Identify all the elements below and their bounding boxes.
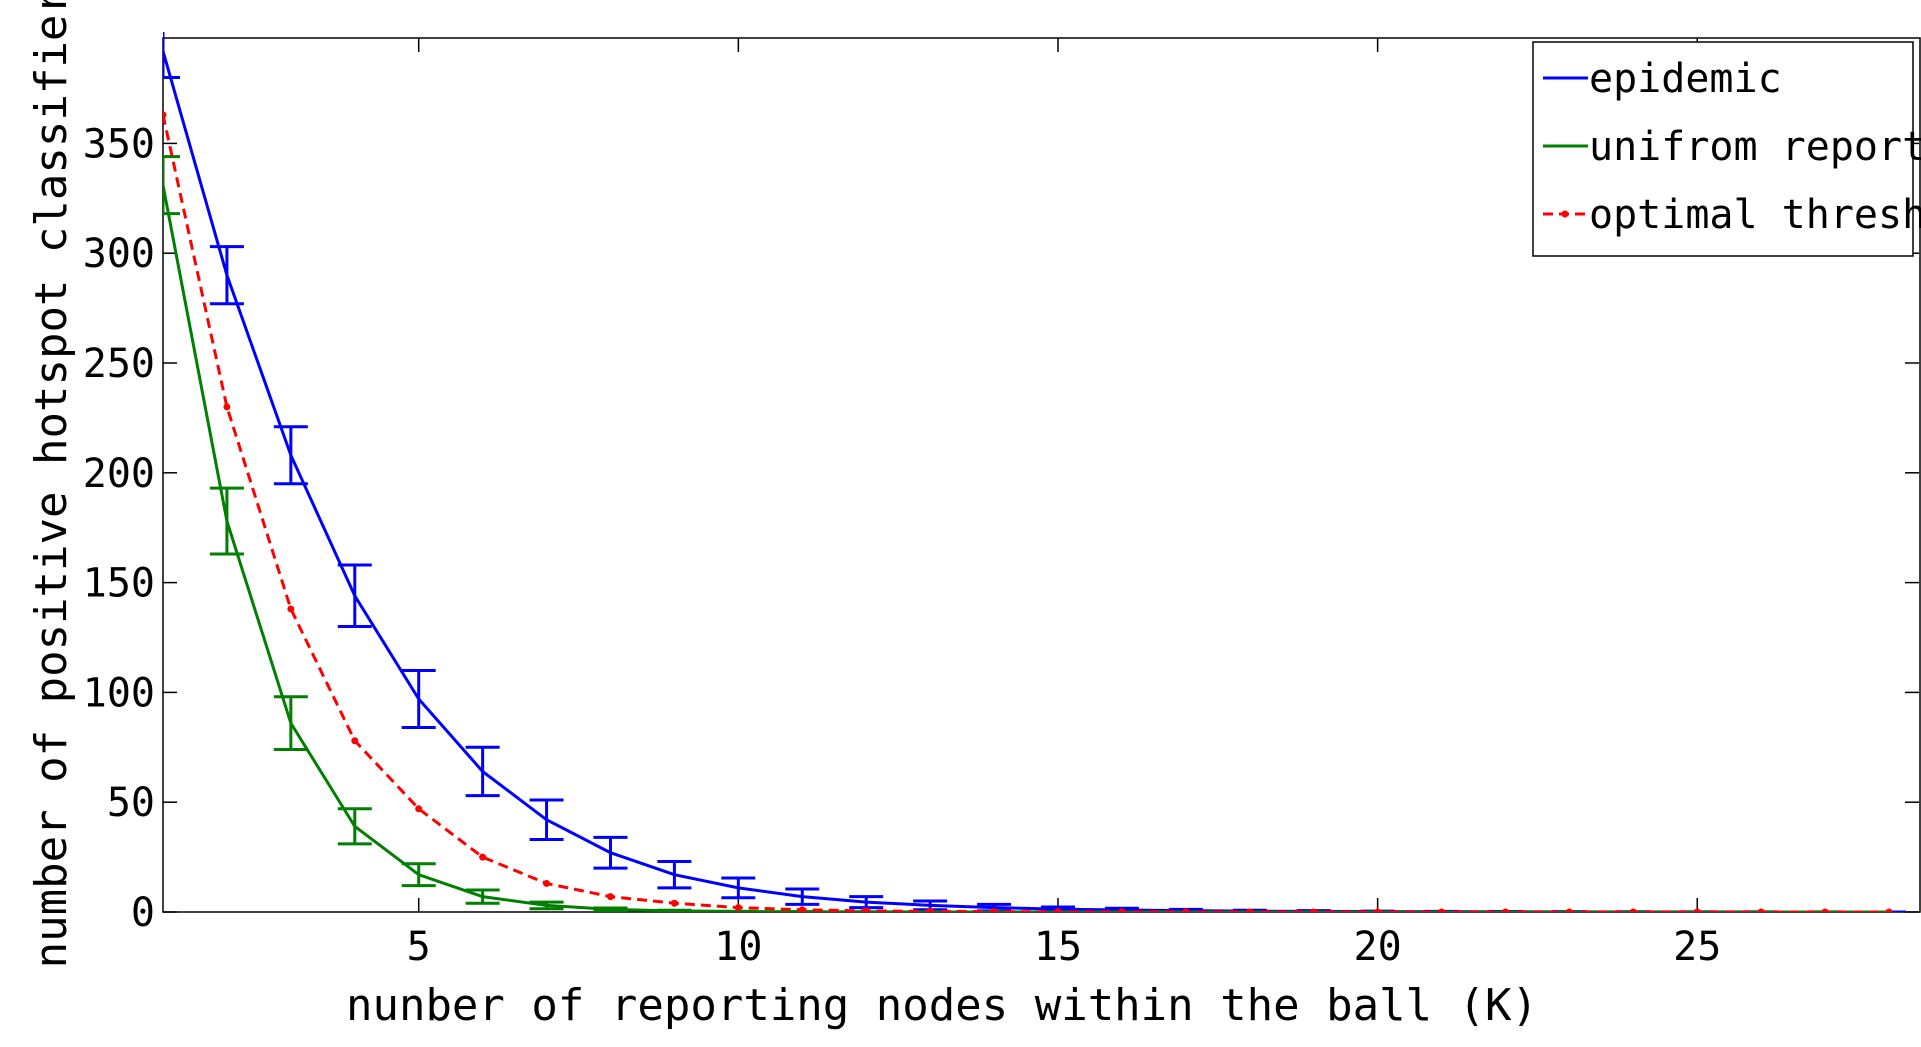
data-point — [1438, 908, 1446, 912]
legend-label: unifrom reporting — [1589, 124, 1921, 170]
data-point — [1118, 908, 1126, 912]
y-tick-label: 50 — [107, 780, 155, 826]
data-point — [1310, 908, 1318, 912]
legend-marker — [1561, 210, 1569, 218]
data-point — [479, 853, 487, 861]
data-point — [351, 737, 359, 745]
x-tick-label: 5 — [407, 924, 431, 970]
data-point — [415, 805, 423, 813]
data-point — [670, 899, 678, 907]
data-point — [543, 879, 551, 887]
y-tick-label: 300 — [83, 231, 155, 277]
data-point — [1629, 908, 1637, 912]
x-tick-label: 20 — [1354, 924, 1402, 970]
data-point — [1054, 908, 1062, 912]
y-tick-label: 350 — [83, 121, 155, 167]
data-point — [1182, 908, 1190, 912]
x-tick-label: 25 — [1673, 924, 1721, 970]
series-line — [163, 184, 1890, 912]
series-optimal-threshold — [163, 111, 1893, 912]
legend-label: optimal threshold — [1589, 192, 1921, 238]
y-tick-label: 150 — [83, 561, 155, 607]
data-point — [1246, 908, 1254, 912]
data-point — [1821, 908, 1829, 912]
y-tick-label: 200 — [83, 451, 155, 497]
y-axis-label: number of positive hotspot classifiers — [26, 0, 77, 968]
y-tick-label: 0 — [131, 890, 155, 936]
data-point — [926, 907, 934, 912]
data-point — [990, 908, 998, 912]
data-point — [1757, 908, 1765, 912]
y-tick-label: 250 — [83, 341, 155, 387]
data-point — [1374, 908, 1382, 912]
data-point — [1565, 908, 1573, 912]
data-point — [734, 904, 742, 912]
data-point — [287, 605, 295, 613]
data-point — [163, 111, 167, 119]
data-point — [798, 906, 806, 912]
x-tick-label: 10 — [714, 924, 762, 970]
legend-label: epidemic — [1589, 56, 1782, 102]
data-point — [1693, 908, 1701, 912]
x-tick-label: 15 — [1034, 924, 1082, 970]
data-point — [862, 907, 870, 912]
data-point — [1501, 908, 1509, 912]
data-point — [223, 403, 231, 411]
legend: epidemic unifrom reporting optimal thresho… — [1532, 41, 1921, 257]
series-unifrom-reporting — [163, 155, 1890, 912]
series-line — [163, 114, 1890, 912]
x-axis-label: nunber of reporting nodes within the bal… — [346, 980, 1538, 1031]
series-layer — [163, 32, 1907, 912]
data-point — [1885, 908, 1893, 912]
data-point — [606, 893, 614, 901]
y-tick-label: 100 — [83, 670, 155, 716]
legend-box — [1532, 41, 1914, 257]
